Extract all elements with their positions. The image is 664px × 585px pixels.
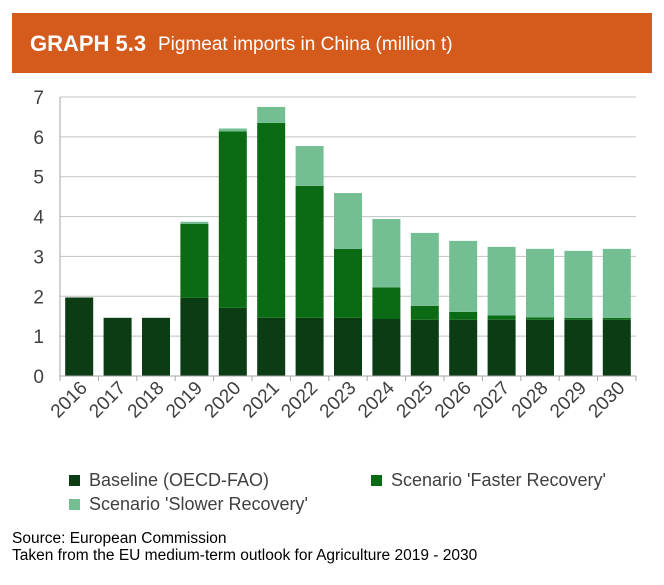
bar-slower-recovery <box>334 193 362 249</box>
bar-slower-recovery <box>372 218 401 288</box>
bar-faster-recovery <box>564 317 593 320</box>
stacked-bar-chart: 0 1 2 3 4 5 6 7 20162017201820192020202120222023… <box>33 88 637 423</box>
bar-slower-recovery <box>602 248 631 318</box>
bar-baseline <box>526 319 554 376</box>
x-tick-label: 2020 <box>201 378 246 423</box>
y-tick-label: 4 <box>33 208 44 229</box>
bar-baseline <box>449 319 478 376</box>
source-note: Source: European Commission Taken from t… <box>12 530 477 564</box>
x-tick-label: 2028 <box>508 378 553 423</box>
legend-swatch-baseline <box>69 474 80 486</box>
bar-faster-recovery <box>487 315 516 320</box>
bar-baseline <box>65 297 94 376</box>
legend-swatch-slower-recovery <box>69 498 80 510</box>
bar-baseline <box>410 319 439 376</box>
bar-faster-recovery <box>449 311 478 320</box>
x-tick-label: 2025 <box>393 378 438 423</box>
bar-faster-recovery <box>526 317 554 320</box>
bar-slower-recovery <box>564 250 593 318</box>
bar-slower-recovery <box>257 106 286 123</box>
bar-slower-recovery <box>449 240 478 312</box>
legend-swatch-faster-recovery <box>371 474 382 486</box>
x-tick-label: 2027 <box>469 378 514 423</box>
bar-faster-recovery <box>295 185 324 318</box>
graph-header: GRAPH 5.3 Pigmeat imports in China (mill… <box>12 13 652 73</box>
legend-label-baseline: Baseline (OECD-FAO) <box>89 470 270 490</box>
bar-baseline <box>372 319 401 376</box>
x-tick-label: 2022 <box>277 378 322 423</box>
bar-slower-recovery <box>410 232 439 306</box>
y-tick-label: 7 <box>33 88 44 109</box>
legend-item-baseline: Baseline (OECD-FAO) <box>69 470 269 490</box>
bar-baseline <box>103 317 132 376</box>
x-tick-label: 2024 <box>354 377 399 422</box>
y-tick-label: 3 <box>33 247 44 268</box>
legend-item-slower-recovery: Scenario 'Slower Recovery' <box>69 494 308 514</box>
bar-faster-recovery <box>372 287 401 320</box>
bar-slower-recovery <box>218 128 247 132</box>
bar-faster-recovery <box>602 317 631 320</box>
bar-baseline <box>295 317 324 376</box>
bar-faster-recovery <box>334 248 362 318</box>
legend-item-faster-recovery: Scenario 'Faster Recovery' <box>371 470 606 490</box>
x-tick-label: 2029 <box>546 378 591 423</box>
y-tick-label: 2 <box>33 287 44 308</box>
bar-slower-recovery <box>295 146 324 186</box>
legend-label-faster-recovery: Scenario 'Faster Recovery' <box>391 470 606 490</box>
bar-baseline <box>602 319 631 376</box>
bar-slower-recovery <box>180 221 209 224</box>
bar-baseline <box>142 317 170 376</box>
bar-baseline <box>218 307 247 376</box>
bar-baseline <box>487 319 516 376</box>
graph-number: GRAPH 5.3 <box>30 31 147 56</box>
bar-slower-recovery <box>487 246 516 316</box>
bar-baseline <box>257 317 286 376</box>
x-tick-label: 2016 <box>47 378 92 423</box>
chart-title: Pigmeat imports in China (million t) <box>158 34 453 55</box>
bar-baseline <box>564 319 593 376</box>
x-tick-label: 2017 <box>85 378 130 423</box>
x-tick-label: 2030 <box>585 378 630 423</box>
bar-slower-recovery <box>526 248 554 318</box>
bar-baseline <box>180 297 209 376</box>
y-tick-label: 5 <box>33 168 44 189</box>
bar-faster-recovery <box>410 305 439 320</box>
bar-faster-recovery <box>218 131 247 308</box>
legend-label-slower-recovery: Scenario 'Slower Recovery' <box>89 494 308 514</box>
x-tick-label: 2026 <box>431 378 476 423</box>
source-line: Source: European Commission <box>12 530 227 547</box>
bar-faster-recovery <box>180 223 209 298</box>
x-tick-label: 2019 <box>162 378 207 423</box>
y-tick-label: 1 <box>33 327 44 348</box>
source-reference-line: Taken from the EU medium-term outlook fo… <box>12 547 478 564</box>
y-tick-label: 6 <box>33 128 44 149</box>
x-tick-label: 2021 <box>239 378 284 423</box>
y-tick-label: 0 <box>33 367 44 388</box>
bar-baseline <box>334 317 362 376</box>
x-tick-label: 2023 <box>316 378 361 423</box>
bar-faster-recovery <box>257 122 286 318</box>
x-tick-label: 2018 <box>124 378 169 423</box>
